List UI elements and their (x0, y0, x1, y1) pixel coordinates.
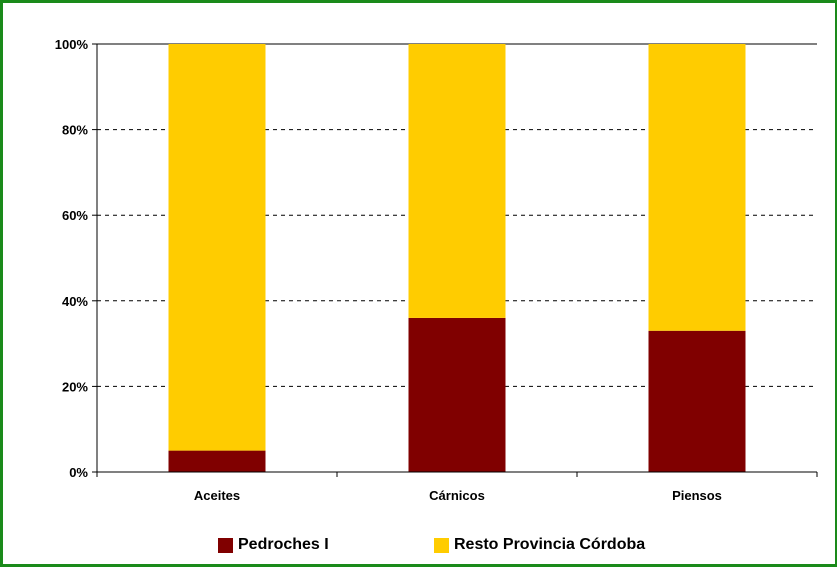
bar-resto-provincia (168, 44, 266, 451)
legend-label-pedroches: Pedroches I (238, 536, 329, 553)
bar-pedroches (168, 450, 266, 472)
legend-swatch-pedroches (218, 537, 233, 553)
legend-swatch-resto-provincia (434, 537, 449, 553)
y-tick-label: 100% (55, 37, 89, 52)
legend: Pedroches I Resto Provincia Córdoba (0, 536, 837, 560)
y-tick-label: 20% (62, 379, 88, 394)
bar-pedroches (408, 317, 506, 472)
legend-label-resto-provincia: Resto Provincia Córdoba (454, 536, 646, 553)
x-tick-label: Cárnicos (429, 488, 485, 503)
bar-resto-provincia (408, 44, 506, 318)
legend-item-resto-provincia: Resto Provincia Córdoba (434, 536, 645, 554)
bar-pedroches (648, 330, 746, 472)
x-tick-label: Piensos (672, 488, 722, 503)
y-tick-label: 0% (69, 465, 88, 480)
bar-resto-provincia (648, 44, 746, 331)
legend-item-pedroches: Pedroches I (218, 536, 329, 554)
x-tick-label: Aceites (194, 488, 240, 503)
y-tick-label: 40% (62, 294, 88, 309)
y-tick-label: 60% (62, 208, 88, 223)
y-tick-label: 80% (62, 123, 88, 138)
